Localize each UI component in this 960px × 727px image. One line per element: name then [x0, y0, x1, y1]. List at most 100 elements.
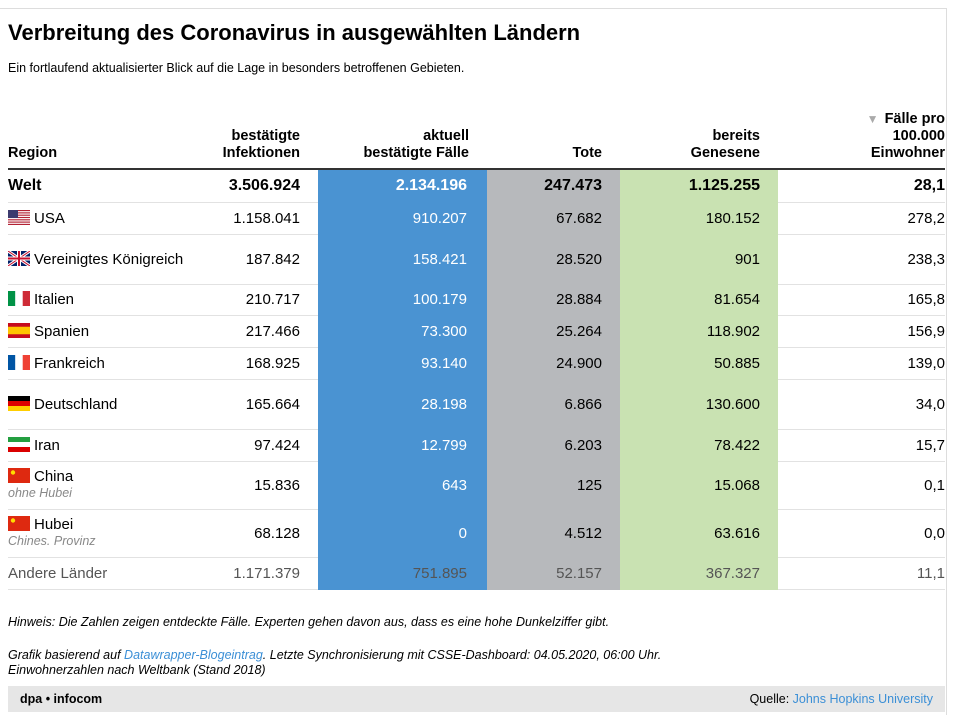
column-header: bereits Genesene: [620, 100, 778, 170]
link[interactable]: Datawrapper-Blogeintrag: [124, 648, 263, 662]
text: Grafik basierend auf: [8, 648, 121, 662]
header-text: bestätigte: [231, 128, 301, 144]
header-text: Region: [8, 145, 58, 161]
value-cell: 278,2: [778, 202, 945, 235]
value-cell: 0: [318, 509, 487, 558]
value-cell: 6.203: [487, 429, 620, 462]
region-cell: Welt: [8, 169, 208, 203]
region-note: ohne Hubei: [8, 486, 72, 500]
value-cell: 68.128: [208, 509, 318, 558]
value-cell: 4.512: [487, 509, 620, 558]
region-name: China: [34, 468, 74, 485]
table-row: Hubei Chines. Provinz 68.128 0 4.512 63.616 0,…: [8, 509, 945, 558]
header-text: Einwohner: [870, 145, 945, 161]
value-cell: 28.520: [487, 234, 620, 285]
value-cell: 6.866: [487, 379, 620, 430]
flag: [8, 291, 30, 306]
value-cell: 158.421: [318, 234, 487, 285]
value-cell: 643: [318, 461, 487, 510]
value-cell: 1.158.041: [208, 202, 318, 235]
subtitle: Ein fortlaufend aktualisierter Blick auf…: [8, 61, 465, 75]
value-cell: 3.506.924: [208, 169, 318, 203]
text: Einwohnerzahlen nach Weltbank (Stand 201…: [8, 663, 266, 677]
region-note: Chines. Provinz: [8, 534, 96, 548]
value-cell: 139,0: [778, 347, 945, 380]
flag: [8, 322, 30, 338]
region-name: Welt: [8, 177, 42, 195]
table-row: Deutschland 165.664 28.198 6.866 130.600 34,0: [8, 379, 945, 430]
region-name: Iran: [34, 436, 60, 454]
header-row: Region bestätigte Infektionen aktuell bestät…: [8, 100, 945, 170]
value-cell: 28,1: [778, 169, 945, 203]
region-name: Italien: [34, 291, 75, 308]
value-cell: 367.327: [620, 557, 778, 590]
value-cell: 751.895: [318, 557, 487, 590]
value-cell: 180.152: [620, 202, 778, 235]
value-cell: 12.799: [318, 429, 487, 462]
region-name: Hubei: [34, 516, 74, 533]
flag: [8, 436, 30, 452]
region-cell: China ohne Hubei: [8, 461, 208, 510]
value-cell: 25.264: [487, 315, 620, 348]
value-cell: 63.616: [620, 509, 778, 558]
value-cell: 78.422: [620, 429, 778, 462]
value-cell: 238,3: [778, 234, 945, 285]
value-cell: 247.473: [487, 169, 620, 203]
value-cell: 0,0: [778, 509, 945, 558]
region-name: USA: [34, 209, 65, 227]
header-text: 100.000: [892, 128, 945, 144]
value-cell: 28.884: [487, 284, 620, 316]
table: Region bestätigte Infektionen aktuell bestät…: [7, 100, 945, 590]
value-cell: 910.207: [318, 202, 487, 235]
column-header: bestätigte Infektionen: [208, 100, 318, 170]
value-cell: 0,1: [778, 461, 945, 510]
value-cell: 217.466: [208, 315, 318, 348]
region-cell: Vereinigtes Königreich: [7, 234, 208, 285]
region-cell: Italien: [8, 284, 208, 316]
value-cell: 168.925: [208, 347, 318, 380]
value-cell: 34,0: [778, 379, 945, 430]
region-cell: USA: [8, 202, 208, 235]
text: . Letzte Synchronisierung mit CSSE-Dashb…: [262, 648, 662, 662]
value-cell: 1.171.379: [208, 557, 318, 590]
table-row: China ohne Hubei 15.836 643 125 15.068 0,1: [8, 461, 945, 510]
value-cell: 97.424: [208, 429, 318, 462]
region-name: Deutschland: [34, 395, 118, 413]
sort-icon: ▼: [866, 112, 879, 126]
region-cell: Spanien: [8, 315, 208, 348]
table-row: USA 1.158.041 910.207 67.682 180.152 278,2: [8, 202, 945, 235]
region-name: Andere Länder: [8, 564, 108, 582]
table-body: Welt 3.506.924 2.134.196 247.473 1.125.255 28…: [7, 169, 945, 590]
value-cell: 100.179: [318, 284, 487, 316]
header-text: Genesene: [690, 145, 760, 161]
link[interactable]: Johns Hopkins University: [792, 692, 933, 706]
header-text: Fälle pro: [884, 111, 945, 127]
table-row: Iran 97.424 12.799 6.203 78.422 15,7: [8, 429, 945, 462]
region-name: Frankreich: [34, 354, 105, 372]
value-cell: 28.198: [318, 379, 487, 430]
value-cell: 125: [487, 461, 620, 510]
value-cell: 52.157: [487, 557, 620, 590]
flag: [8, 468, 30, 483]
region-name: Spanien: [34, 322, 90, 340]
column-header: aktuell bestätigte Fälle: [318, 100, 487, 170]
text: Quelle:: [749, 692, 790, 706]
value-cell: 11,1: [778, 557, 945, 590]
brand: dpa • infocom: [20, 692, 103, 706]
header-text: Tote: [572, 145, 602, 161]
table-row: Frankreich 168.925 93.140 24.900 50.885 139,0: [8, 347, 945, 380]
value-cell: 165,8: [778, 284, 945, 316]
value-cell: 15,7: [778, 429, 945, 462]
value-cell: 187.842: [208, 234, 318, 285]
table-row: Vereinigtes Königreich 187.842 158.421 28.5…: [7, 234, 945, 285]
value-cell: 50.885: [620, 347, 778, 380]
frame: [0, 8, 947, 715]
value-cell: 15.068: [620, 461, 778, 510]
value-cell: 24.900: [487, 347, 620, 380]
table-row: Spanien 217.466 73.300 25.264 118.902 156,9: [8, 315, 945, 348]
header-text: bereits: [712, 128, 760, 144]
flag: [8, 209, 30, 225]
flag: [8, 354, 30, 370]
table-row: Andere Länder 1.171.379 751.895 52.157 367.3…: [8, 557, 945, 590]
